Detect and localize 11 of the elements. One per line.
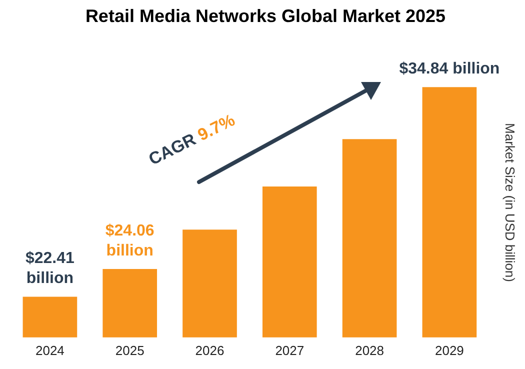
x-tick-label: 2025 [115,342,144,358]
x-tick-label: 2027 [275,342,304,358]
y-axis-title: Market Size (in USD billion) [502,123,518,282]
x-tick-label: 2029 [434,342,464,358]
chart-title: Retail Media Networks Global Market 2025 [85,6,446,26]
data-label: $34.84 billion [399,60,500,78]
x-tick-label: 2024 [35,342,64,358]
x-tick-label: 2028 [355,342,384,358]
data-label: $24.06 billion [105,222,154,260]
x-tick-label: 2026 [195,342,224,358]
data-label: $22.41 billion [25,250,75,288]
